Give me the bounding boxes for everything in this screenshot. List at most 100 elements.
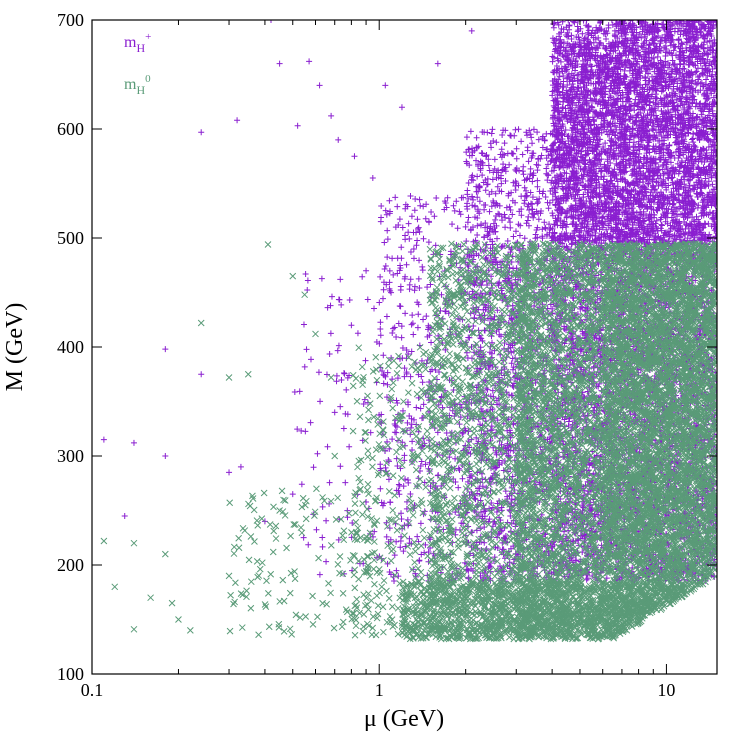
data-point xyxy=(303,346,310,353)
data-point xyxy=(337,276,344,283)
data-point xyxy=(447,248,454,255)
data-point xyxy=(389,436,396,443)
data-point xyxy=(422,541,429,548)
data-point xyxy=(489,126,496,133)
data-point xyxy=(529,178,536,185)
data-point xyxy=(507,132,514,139)
data-point xyxy=(362,357,369,364)
data-point xyxy=(419,379,426,386)
data-point xyxy=(502,488,509,495)
data-point xyxy=(449,221,456,228)
data-point xyxy=(412,196,419,203)
data-point xyxy=(409,320,416,327)
data-point xyxy=(450,202,457,209)
data-point xyxy=(498,180,505,187)
data-point xyxy=(349,520,356,527)
data-point xyxy=(403,498,410,505)
data-point xyxy=(450,475,457,482)
data-point xyxy=(410,331,417,338)
data-point xyxy=(319,503,326,510)
data-point xyxy=(382,464,389,471)
data-point xyxy=(386,197,393,204)
data-point xyxy=(386,267,393,274)
data-point xyxy=(415,311,422,318)
data-point xyxy=(408,321,415,328)
data-point xyxy=(340,370,347,377)
data-point xyxy=(507,224,514,231)
data-point xyxy=(597,136,604,143)
data-point xyxy=(451,413,458,420)
data-point xyxy=(491,156,498,163)
data-point xyxy=(440,526,447,533)
data-point xyxy=(446,454,453,461)
data-point xyxy=(402,310,409,317)
data-point xyxy=(397,283,404,290)
data-point xyxy=(407,373,414,380)
data-point xyxy=(395,320,402,327)
data-point xyxy=(346,297,353,304)
data-point xyxy=(393,567,400,574)
data-point xyxy=(400,548,407,555)
data-point xyxy=(501,140,508,147)
data-point xyxy=(405,522,412,529)
data-point xyxy=(392,194,399,201)
data-point xyxy=(384,254,391,261)
data-point xyxy=(525,213,532,220)
data-point xyxy=(335,342,342,349)
data-point xyxy=(506,203,513,210)
data-point xyxy=(529,140,536,147)
data-point xyxy=(343,386,350,393)
data-point xyxy=(457,211,464,218)
data-point xyxy=(337,403,344,410)
data-point xyxy=(419,267,426,274)
data-point xyxy=(415,275,422,282)
data-point xyxy=(474,144,481,151)
data-point xyxy=(418,458,425,465)
data-point xyxy=(397,355,404,362)
data-point xyxy=(394,462,401,469)
data-point xyxy=(378,202,385,209)
data-point xyxy=(482,187,489,194)
data-point xyxy=(464,206,471,213)
data-point xyxy=(394,203,401,210)
data-point xyxy=(344,507,351,514)
data-point xyxy=(521,235,528,242)
data-point xyxy=(383,211,390,218)
data-point xyxy=(538,152,545,159)
data-point xyxy=(417,520,424,527)
data-point xyxy=(417,405,424,412)
data-point xyxy=(405,229,412,236)
data-point xyxy=(413,242,420,249)
data-point xyxy=(524,147,531,154)
data-point xyxy=(391,324,398,331)
data-point xyxy=(431,213,438,220)
data-point xyxy=(386,279,393,286)
data-point xyxy=(486,208,493,215)
data-point xyxy=(466,146,473,153)
data-point xyxy=(520,171,527,178)
data-point xyxy=(389,330,396,337)
data-point xyxy=(316,571,323,578)
data-point xyxy=(415,224,422,231)
data-point xyxy=(418,551,425,558)
data-point xyxy=(305,541,312,548)
data-point xyxy=(337,463,344,470)
data-point xyxy=(403,346,410,353)
data-point xyxy=(319,534,326,541)
data-point xyxy=(507,132,514,139)
data-point xyxy=(409,447,416,454)
data-point xyxy=(395,481,402,488)
data-point xyxy=(534,129,541,136)
data-point xyxy=(318,275,325,282)
data-point xyxy=(451,207,458,214)
data-point xyxy=(344,411,351,418)
data-point xyxy=(463,238,470,245)
data-point xyxy=(384,369,391,376)
data-point xyxy=(377,461,384,468)
data-point xyxy=(432,242,439,249)
data-point xyxy=(326,351,333,358)
data-point xyxy=(521,200,528,207)
data-point xyxy=(470,177,477,184)
data-point xyxy=(401,457,408,464)
data-point xyxy=(456,208,463,215)
